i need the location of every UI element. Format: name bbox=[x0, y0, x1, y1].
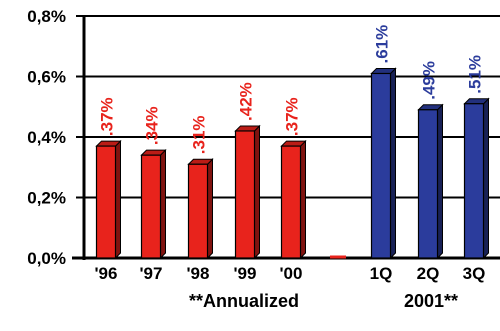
y-tick-label: 0,8% bbox=[27, 7, 66, 26]
group-labels: **Annualized 2001** bbox=[189, 291, 458, 311]
x-tick-label: '00 bbox=[280, 264, 303, 283]
bar bbox=[370, 67, 397, 260]
bar-data-label: .42% bbox=[236, 82, 255, 121]
x-tick-label: '99 bbox=[234, 264, 257, 283]
bar bbox=[280, 139, 307, 260]
bar-data-label: .37% bbox=[282, 97, 301, 136]
data-labels: .37% .34% .31% .42% .37% .61% .49% .51% bbox=[97, 25, 484, 155]
bars bbox=[95, 67, 490, 260]
bar bbox=[417, 103, 444, 260]
group-label: 2001** bbox=[404, 291, 458, 311]
y-tick-label: 0,0% bbox=[27, 249, 66, 268]
bar-data-label: .31% bbox=[189, 115, 208, 154]
y-tick-label: 0,2% bbox=[27, 189, 66, 208]
x-tick-label: 3Q bbox=[463, 264, 486, 283]
bar bbox=[187, 158, 214, 260]
x-tick-label: 1Q bbox=[370, 264, 393, 283]
bar-data-label: .34% bbox=[142, 106, 161, 145]
x-tick-label: '96 bbox=[95, 264, 118, 283]
x-tick-label: '97 bbox=[140, 264, 163, 283]
bar-data-label: .37% bbox=[97, 97, 116, 136]
bar-data-label: .51% bbox=[465, 55, 484, 94]
x-tick-label: '98 bbox=[187, 264, 210, 283]
bar bbox=[95, 139, 122, 260]
tick-labels: 0,0% 0,2% 0,4% 0,6% 0,8% '96 '97 '98 '99 '00 1Q 2Q 3… bbox=[27, 7, 485, 283]
bar-data-label: .49% bbox=[419, 61, 438, 100]
x-tick-label: 2Q bbox=[417, 264, 440, 283]
bar bbox=[234, 124, 261, 260]
y-tick-label: 0,4% bbox=[27, 128, 66, 147]
y-tick-label: 0,6% bbox=[27, 68, 66, 87]
group-label: **Annualized bbox=[189, 291, 299, 311]
bar-data-label: .61% bbox=[372, 25, 391, 64]
bar bbox=[140, 148, 167, 260]
bar bbox=[463, 97, 490, 260]
